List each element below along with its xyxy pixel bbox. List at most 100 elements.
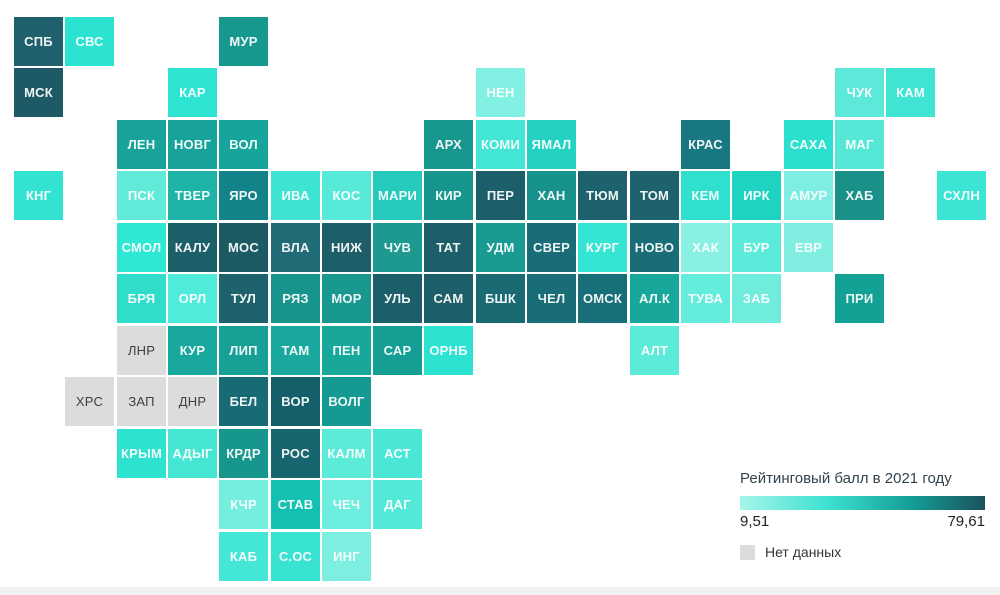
region-tile[interactable]: АСТ [373,429,422,478]
region-tile[interactable]: БУР [732,223,781,272]
region-tile[interactable]: КУР [168,326,217,375]
region-tile[interactable]: КОМИ [476,120,525,169]
region-tile-label: ВОЛ [229,137,258,152]
region-tile[interactable]: ХРС [65,377,114,426]
region-tile[interactable]: МОР [322,274,371,323]
region-tile[interactable]: ОРЛ [168,274,217,323]
region-tile[interactable]: АЛТ [630,326,679,375]
region-tile[interactable]: КАМ [886,68,935,117]
region-tile[interactable]: КРЫМ [117,429,166,478]
region-tile-label: КЧР [230,497,257,512]
region-tile[interactable]: АЛ.К [630,274,679,323]
region-tile[interactable]: СВЕР [527,223,576,272]
region-tile[interactable]: КОС [322,171,371,220]
region-tile[interactable]: НЕН [476,68,525,117]
region-tile[interactable]: МСК [14,68,63,117]
region-tile-label: КУРГ [585,240,620,255]
region-tile[interactable]: БЕЛ [219,377,268,426]
region-tile[interactable]: ЗАБ [732,274,781,323]
region-tile[interactable]: СМОЛ [117,223,166,272]
region-tile[interactable]: МАРИ [373,171,422,220]
region-tile[interactable]: ПЕН [322,326,371,375]
region-tile[interactable]: ДАГ [373,480,422,529]
region-tile[interactable]: ИНГ [322,532,371,581]
region-tile[interactable]: ВЛА [271,223,320,272]
region-tile[interactable]: ЧУК [835,68,884,117]
region-tile[interactable]: БРЯ [117,274,166,323]
region-tile[interactable]: ИРК [732,171,781,220]
region-tile[interactable]: КНГ [14,171,63,220]
region-tile[interactable]: СХЛН [937,171,986,220]
region-tile[interactable]: КИР [424,171,473,220]
region-tile[interactable]: НОВО [630,223,679,272]
region-tile[interactable]: ДНР [168,377,217,426]
region-tile[interactable]: ЛНР [117,326,166,375]
region-tile[interactable]: ОМСК [578,274,627,323]
region-tile[interactable]: ПСК [117,171,166,220]
region-tile[interactable]: САХА [784,120,833,169]
region-tile[interactable]: ВОЛГ [322,377,371,426]
region-tile[interactable]: С.ОС [271,532,320,581]
region-tile[interactable]: СПБ [14,17,63,66]
region-tile[interactable]: КАБ [219,532,268,581]
region-tile-label: ТУВА [688,291,723,306]
region-tile[interactable]: ЯРО [219,171,268,220]
region-tile[interactable]: РОС [271,429,320,478]
region-tile[interactable]: УЛЬ [373,274,422,323]
region-tile[interactable]: ТЮМ [578,171,627,220]
region-tile[interactable]: САМ [424,274,473,323]
region-tile[interactable]: ЗАП [117,377,166,426]
region-tile[interactable]: ВОР [271,377,320,426]
region-tile-label: СВС [75,34,104,49]
region-tile[interactable]: АМУР [784,171,833,220]
region-tile[interactable]: ЛЕН [117,120,166,169]
region-tile[interactable]: ХАК [681,223,730,272]
region-tile[interactable]: ВОЛ [219,120,268,169]
region-tile[interactable]: САР [373,326,422,375]
region-tile[interactable]: ЧЕЛ [527,274,576,323]
region-tile-label: КРЫМ [121,446,162,461]
region-tile[interactable]: ТАМ [271,326,320,375]
region-tile[interactable]: КРДР [219,429,268,478]
region-tile[interactable]: КАР [168,68,217,117]
region-tile[interactable]: ХАБ [835,171,884,220]
region-tile[interactable]: НОВГ [168,120,217,169]
region-tile[interactable]: ТАТ [424,223,473,272]
region-tile[interactable]: ЕВР [784,223,833,272]
region-tile[interactable]: АРХ [424,120,473,169]
region-tile[interactable]: ОРНБ [424,326,473,375]
region-tile[interactable]: ТОМ [630,171,679,220]
region-tile[interactable]: КАЛМ [322,429,371,478]
region-tile[interactable]: НИЖ [322,223,371,272]
region-tile[interactable]: МАГ [835,120,884,169]
region-tile[interactable]: КЕМ [681,171,730,220]
region-tile[interactable]: АДЫГ [168,429,217,478]
region-tile[interactable]: ЛИП [219,326,268,375]
region-tile[interactable]: УДМ [476,223,525,272]
region-tile[interactable]: МУР [219,17,268,66]
region-tile-label: ОРЛ [178,291,207,306]
region-tile-label: ПЕН [332,343,361,358]
region-tile[interactable]: КАЛУ [168,223,217,272]
region-tile[interactable]: МОС [219,223,268,272]
region-tile[interactable]: КУРГ [578,223,627,272]
region-tile[interactable]: ИВА [271,171,320,220]
region-tile-label: БРЯ [127,291,156,306]
region-tile[interactable]: ТВЕР [168,171,217,220]
region-tile[interactable]: БШК [476,274,525,323]
region-tile[interactable]: СВС [65,17,114,66]
region-tile[interactable]: РЯЗ [271,274,320,323]
region-tile[interactable]: ЯМАЛ [527,120,576,169]
region-tile[interactable]: ЧУВ [373,223,422,272]
region-tile[interactable]: СТАВ [271,480,320,529]
region-tile[interactable]: ПЕР [476,171,525,220]
region-tile[interactable]: ТУВА [681,274,730,323]
region-tile[interactable]: КЧР [219,480,268,529]
region-tile-label: АЛТ [640,343,669,358]
region-tile[interactable]: КРАС [681,120,730,169]
region-tile-label: ТАТ [436,240,461,255]
region-tile[interactable]: ПРИ [835,274,884,323]
region-tile[interactable]: ТУЛ [219,274,268,323]
region-tile[interactable]: ХАН [527,171,576,220]
region-tile[interactable]: ЧЕЧ [322,480,371,529]
